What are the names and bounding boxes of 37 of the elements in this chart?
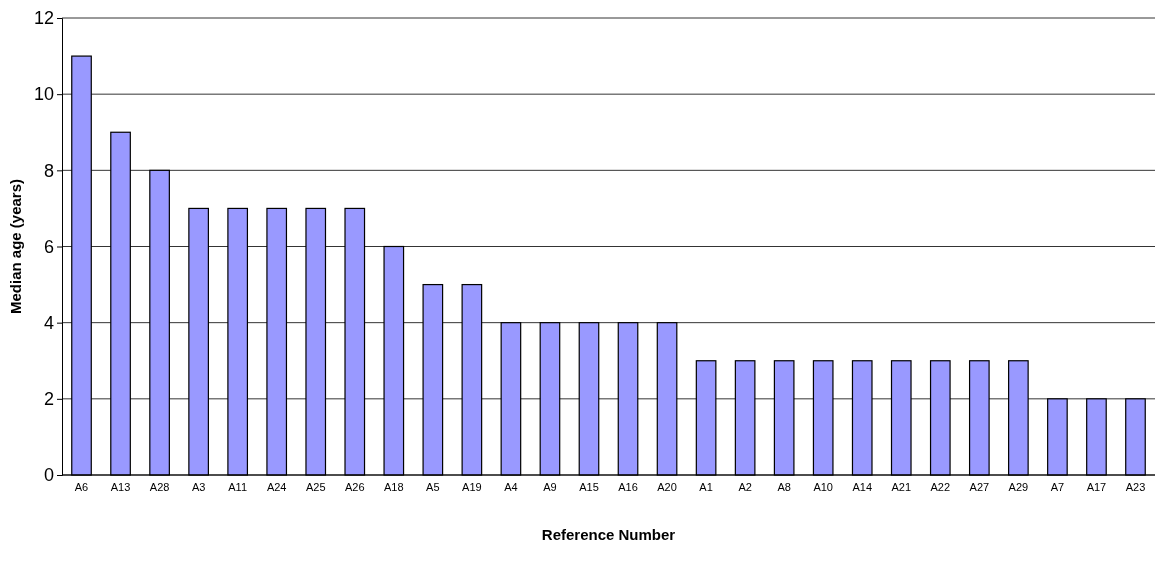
x-tick-label: A24 <box>266 480 287 493</box>
x-tick-label: A7 <box>1050 480 1065 493</box>
x-tick-label: A29 <box>1008 480 1029 493</box>
x-tick-label: A16 <box>618 480 638 493</box>
y-axis-title: Median age (years) <box>7 178 24 315</box>
y-tick-label: 0 <box>43 465 54 486</box>
x-tick-label: A13 <box>110 480 131 493</box>
x-tick-label: A17 <box>1086 480 1107 493</box>
y-tick-label: 12 <box>33 8 54 29</box>
x-tick-label: A10 <box>813 480 833 493</box>
x-tick-label: A27 <box>969 480 990 493</box>
x-tick-label: A21 <box>891 480 912 493</box>
x-tick-label: A19 <box>462 480 482 493</box>
x-tick-label: A14 <box>852 480 873 493</box>
x-tick-label: A6 <box>74 480 89 493</box>
x-tick-label: A1 <box>699 480 713 493</box>
x-tick-label: A25 <box>305 480 326 493</box>
x-tick-label: A4 <box>504 480 518 493</box>
y-tick-label: 8 <box>43 160 54 181</box>
x-tick-label: A5 <box>426 480 440 493</box>
x-tick-label: A23 <box>1125 480 1146 493</box>
x-tick-label: A15 <box>579 480 599 493</box>
x-axis-title: Reference Number <box>541 526 676 543</box>
x-tick-label: A18 <box>384 480 404 493</box>
x-tick-label: A2 <box>738 480 752 493</box>
y-tick-label: 10 <box>33 84 54 105</box>
x-tick-label: A8 <box>777 480 791 493</box>
x-tick-label: A3 <box>191 480 206 493</box>
x-tick-label: A11 <box>228 480 248 493</box>
y-tick-label: 2 <box>43 389 54 410</box>
x-tick-label: A28 <box>149 480 170 493</box>
y-tick-label: 6 <box>43 236 54 257</box>
x-tick-label: A22 <box>930 480 951 493</box>
x-tick-label: A9 <box>543 480 557 493</box>
x-tick-label: A20 <box>657 480 677 493</box>
x-tick-label: A26 <box>344 480 365 493</box>
y-tick-label: 4 <box>43 312 54 333</box>
